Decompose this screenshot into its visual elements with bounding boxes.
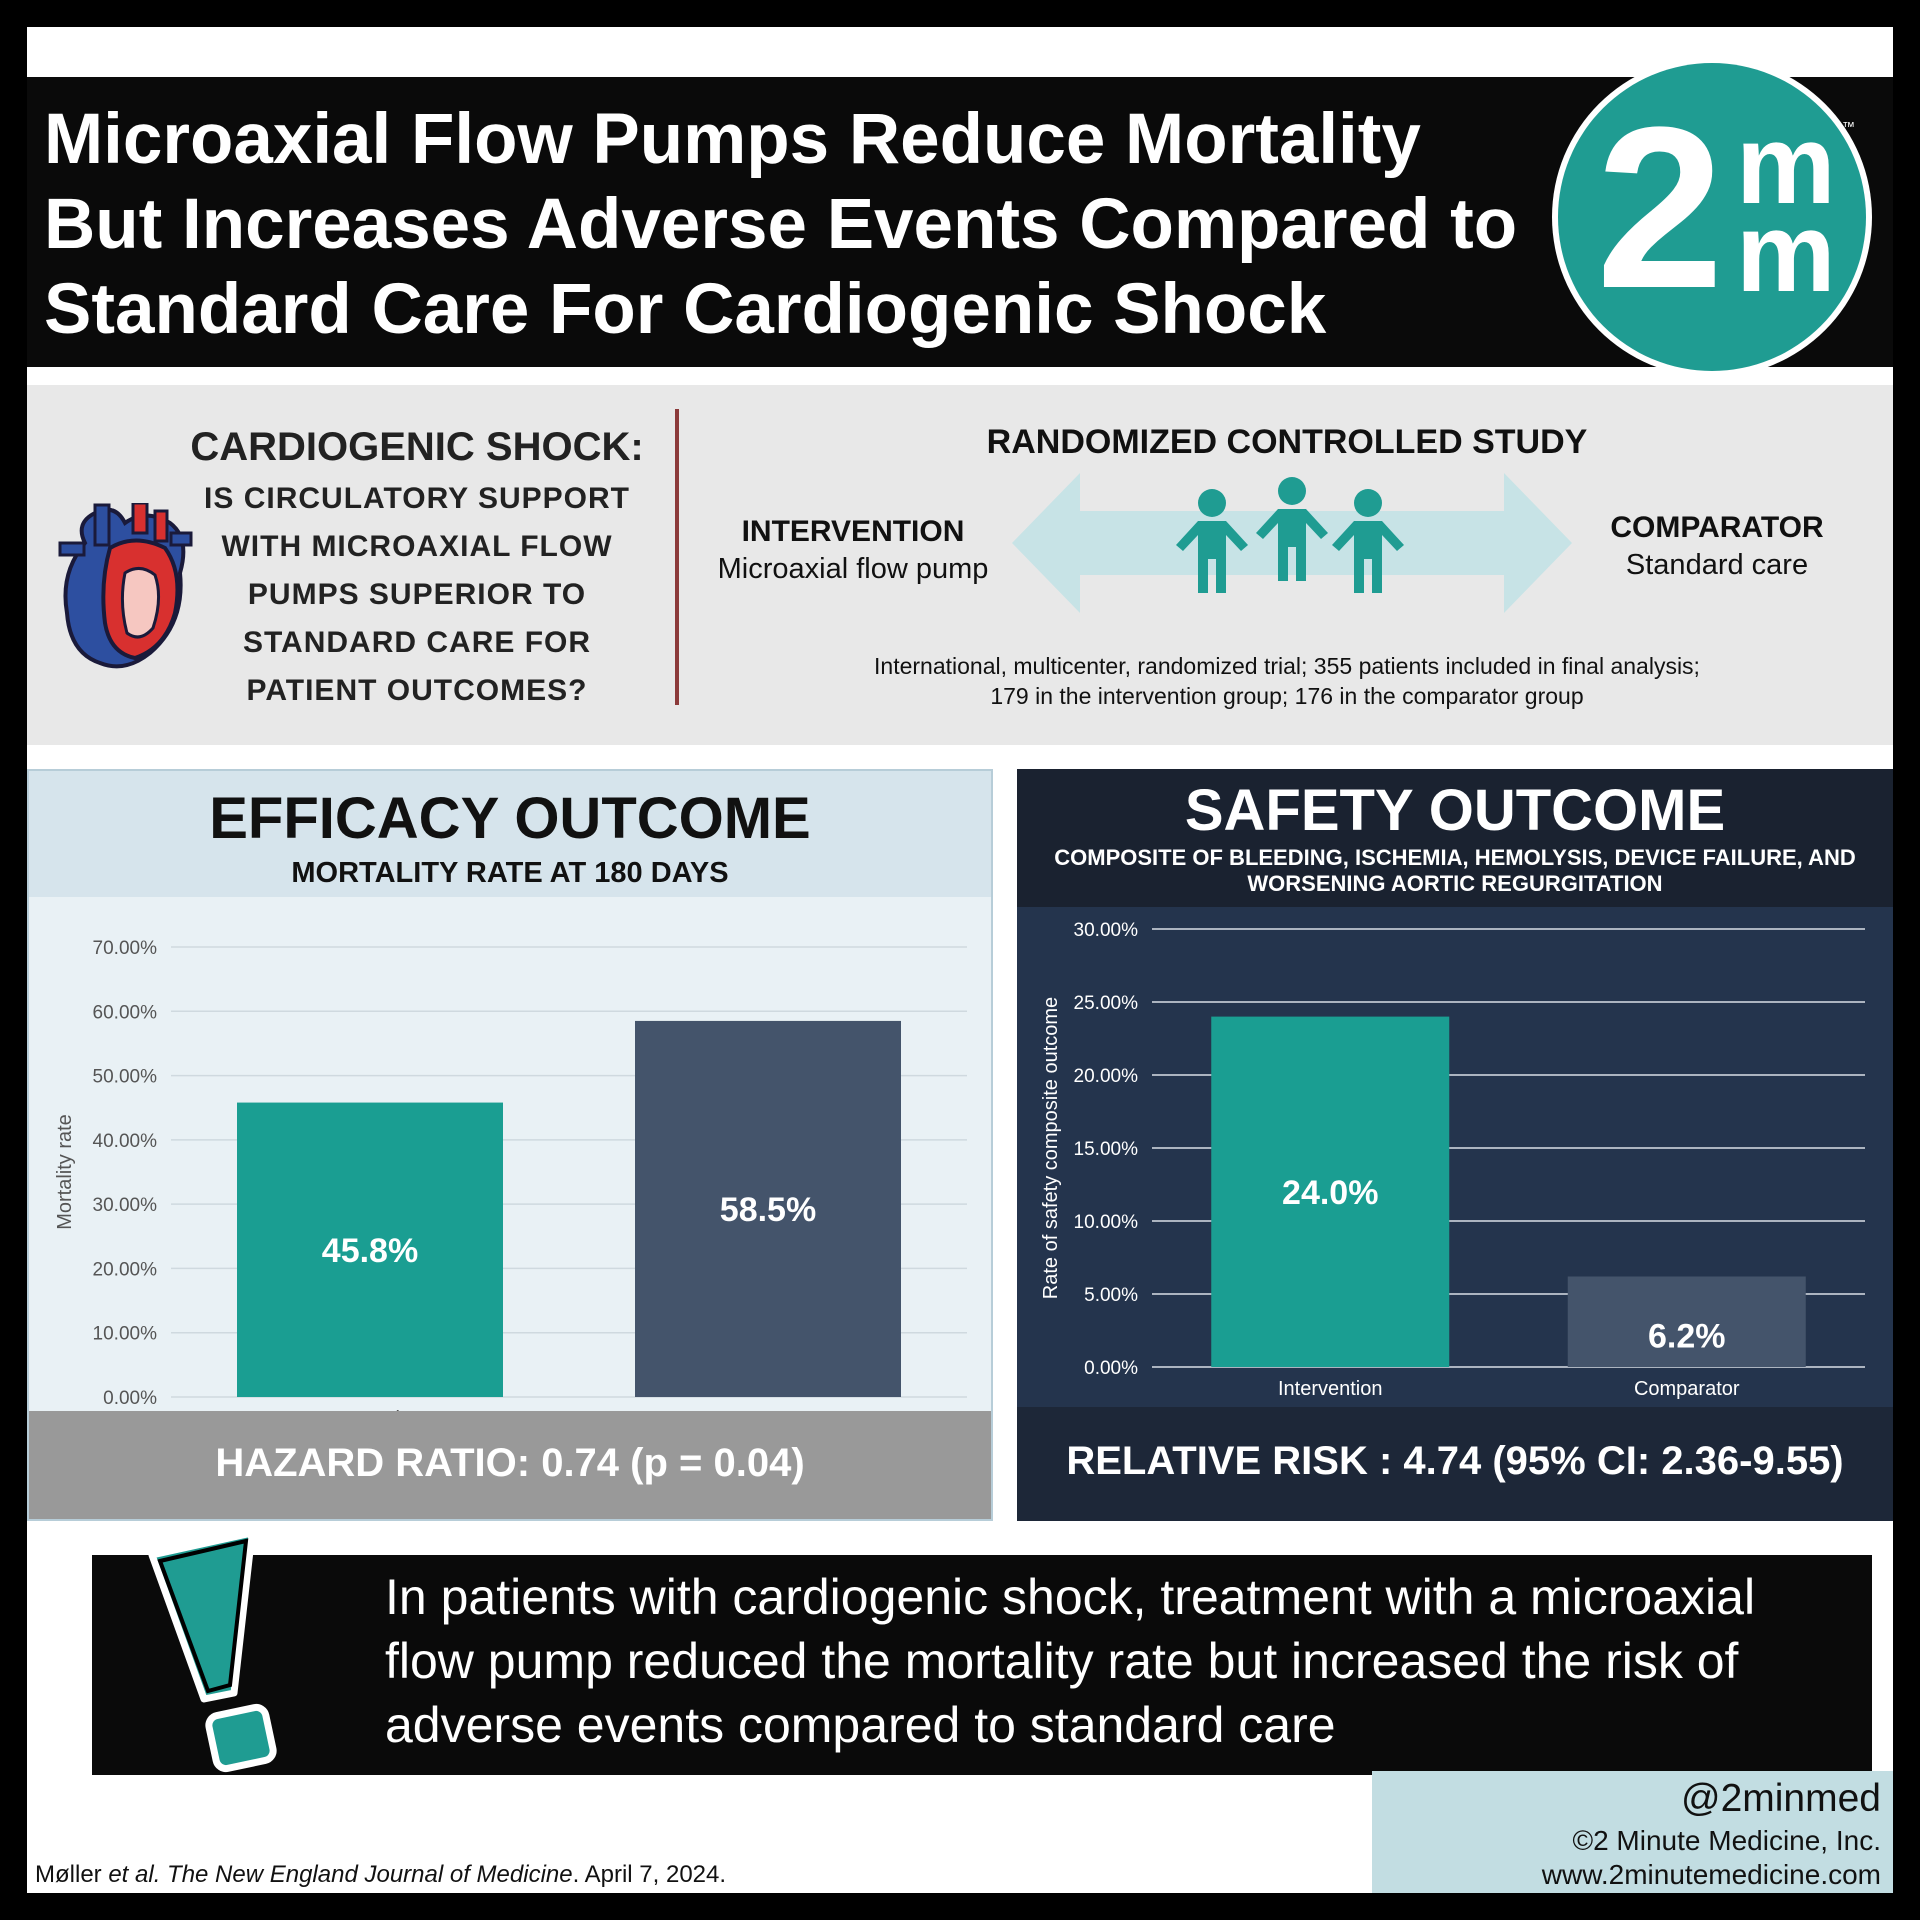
safety-subtitle-line: COMPOSITE OF BLEEDING, ISCHEMIA, HEMOLYS… — [1054, 845, 1856, 870]
logo-trademark: ™ — [1842, 119, 1855, 134]
efficacy-subtitle: MORTALITY RATE AT 180 DAYS — [291, 857, 729, 889]
conclusion-text: In patients with cardiogenic shock, trea… — [385, 1565, 1845, 1757]
data-label: 45.8% — [322, 1232, 418, 1270]
x-tick-label: Intervention — [318, 1408, 423, 1411]
title-line: Microaxial Flow Pumps Reduce Mortality — [44, 100, 1421, 179]
data-label: 58.5% — [720, 1191, 816, 1229]
y-tick-label: 25.00% — [1074, 993, 1139, 1014]
relative-risk: RELATIVE RISK : 4.74 (95% CI: 2.36-9.55) — [1066, 1439, 1844, 1483]
copyright-text: ©2 Minute Medicine, Inc. — [1572, 1825, 1881, 1856]
logo-letter: m — [1736, 190, 1836, 315]
double-arrow-icon — [1012, 473, 1572, 613]
heart-icon — [58, 503, 193, 669]
efficacy-title: EFFICACY OUTCOME — [209, 786, 811, 851]
efficacy-header: EFFICACY OUTCOME MORTALITY RATE AT 180 D… — [29, 771, 991, 897]
y-tick-label: 30.00% — [93, 1195, 158, 1216]
exclamation-icon — [148, 1533, 277, 1773]
y-tick-label: 5.00% — [1084, 1285, 1138, 1306]
bar — [1211, 1016, 1450, 1367]
y-axis-label: Mortality rate — [54, 1114, 76, 1230]
brand-logo: 2 m m ™ — [1552, 57, 1872, 377]
y-tick-label: 0.00% — [103, 1388, 157, 1409]
y-tick-label: 10.00% — [93, 1324, 158, 1345]
data-label: 6.2% — [1648, 1318, 1726, 1356]
hazard-ratio: HAZARD RATIO: 0.74 (p = 0.04) — [215, 1441, 805, 1485]
safety-bar-chart: 0.00% 5.00% 10.00% 15.00% 20.00% 25.00% 30.00%… — [1017, 907, 1893, 1407]
question-line: IS CIRCULATORY SUPPORT — [204, 482, 630, 515]
y-tick-label: 30.00% — [1074, 920, 1139, 941]
citation-date: . April 7, 2024. — [572, 1861, 727, 1888]
y-tick-label: 60.00% — [93, 1002, 158, 1023]
safety-header: SAFETY OUTCOME COMPOSITE OF BLEEDING, IS… — [1017, 769, 1893, 907]
study-overview-band: CARDIOGENIC SHOCK: IS CIRCULATORY SUPPOR… — [27, 385, 1893, 745]
conclusion-line: adverse events compared to standard care — [385, 1697, 1336, 1753]
citation: Møller et al. The New England Journal of… — [35, 1861, 726, 1889]
conclusion-box: In patients with cardiogenic shock, trea… — [92, 1533, 1872, 1775]
y-tick-label: 50.00% — [93, 1067, 158, 1088]
question-line: WITH MICROAXIAL FLOW — [221, 530, 613, 563]
safety-title: SAFETY OUTCOME — [1184, 778, 1726, 843]
safety-panel: SAFETY OUTCOME COMPOSITE OF BLEEDING, IS… — [1017, 769, 1893, 1521]
logo-circle: 2 m m ™ — [1558, 63, 1866, 371]
intervention-label: INTERVENTION — [741, 515, 965, 548]
safety-subtitle: COMPOSITE OF BLEEDING, ISCHEMIA, HEMOLYS… — [1037, 845, 1873, 897]
y-tick-label: 40.00% — [93, 1131, 158, 1152]
conclusion-line: flow pump reduced the mortality rate but… — [385, 1633, 1739, 1689]
safety-subtitle-line: WORSENING AORTIC REGURGITATION — [1247, 871, 1663, 896]
intervention-text: Microaxial flow pump — [717, 553, 989, 585]
section-divider — [675, 409, 679, 705]
study-design-title: RANDOMIZED CONTROLLED STUDY — [986, 423, 1588, 461]
comparator-label: COMPARATOR — [1610, 511, 1824, 544]
study-detail-line: International, multicenter, randomized t… — [874, 653, 1700, 679]
citation-journal: The New England Journal of Medicine — [160, 1861, 573, 1888]
y-tick-label: 20.00% — [1074, 1066, 1139, 1087]
y-axis-label: Rate of safety composite outcome — [1040, 997, 1062, 1299]
data-label: 24.0% — [1282, 1174, 1378, 1212]
question-line: STANDARD CARE FOR — [242, 626, 592, 659]
question-title: CARDIOGENIC SHOCK: — [190, 425, 644, 469]
title-line: Standard Care For Cardiogenic Shock — [44, 270, 1327, 349]
safety-footer: RELATIVE RISK : 4.74 (95% CI: 2.36-9.55) — [1017, 1409, 1893, 1521]
infographic-page: Microaxial Flow Pumps Reduce Mortality B… — [27, 27, 1893, 1893]
logo-digit: 2 — [1596, 79, 1724, 336]
conclusion-line: In patients with cardiogenic shock, trea… — [385, 1569, 1756, 1625]
bar — [237, 1102, 503, 1397]
y-tick-label: 0.00% — [1084, 1358, 1138, 1379]
x-tick-label: Comparator — [1634, 1378, 1740, 1400]
comparator-text: Standard care — [1625, 549, 1809, 581]
website-text: www.2minutemedicine.com — [1541, 1859, 1881, 1890]
question-text: IS CIRCULATORY SUPPORT WITH MICROAXIAL F… — [177, 475, 657, 715]
study-details: International, multicenter, randomized t… — [787, 651, 1787, 711]
question-line: PATIENT OUTCOMES? — [246, 674, 588, 707]
bar — [635, 1020, 901, 1397]
people-icon — [1176, 477, 1404, 593]
y-tick-label: 10.00% — [1074, 1212, 1139, 1233]
page-title: Microaxial Flow Pumps Reduce Mortality B… — [44, 97, 1564, 352]
citation-author: Møller — [35, 1861, 109, 1888]
bar — [1567, 1276, 1806, 1367]
y-tick-label: 70.00% — [93, 938, 158, 959]
logo-letter: m — [1736, 102, 1836, 227]
question-line: PUMPS SUPERIOR TO — [247, 578, 587, 611]
y-tick-label: 20.00% — [93, 1259, 158, 1280]
study-detail-line: 179 in the intervention group; 176 in th… — [990, 683, 1584, 709]
social-handle: @2minmed — [1681, 1777, 1881, 1820]
credits-box: @2minmed ©2 Minute Medicine, Inc. www.2m… — [1372, 1771, 1893, 1893]
efficacy-bar-chart: 0.00% 10.00% 20.00% 30.00% 40.00% 50.00% 60.00… — [54, 938, 967, 1411]
x-tick-label: Intervention — [1278, 1378, 1383, 1400]
x-tick-label: Comparator — [715, 1408, 821, 1411]
title-line: But Increases Adverse Events Compared to — [44, 185, 1518, 264]
efficacy-footer: HAZARD RATIO: 0.74 (p = 0.04) — [29, 1411, 991, 1519]
citation-etal: et al. — [108, 1861, 161, 1888]
efficacy-panel: EFFICACY OUTCOME MORTALITY RATE AT 180 D… — [27, 769, 993, 1521]
y-tick-label: 15.00% — [1074, 1139, 1139, 1160]
